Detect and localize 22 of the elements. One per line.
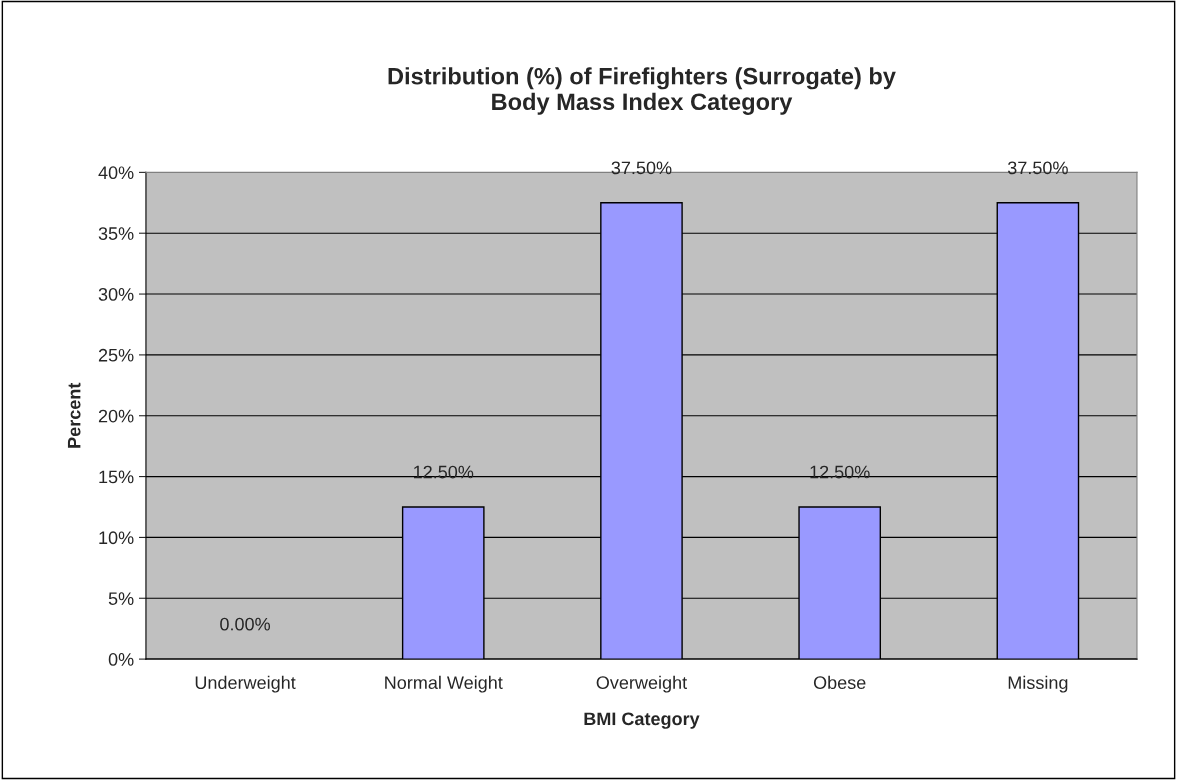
- y-axis-title: Percent: [67, 382, 81, 448]
- y-tick-label: 20%: [98, 409, 134, 423]
- x-tick-label: Obese: [813, 675, 866, 690]
- data-label: 37.50%: [1007, 161, 1068, 175]
- y-tick-label: 35%: [98, 227, 134, 240]
- y-tick-label: 5%: [108, 592, 134, 605]
- y-tick-label: 0%: [108, 653, 134, 666]
- y-tick-label: 15%: [99, 470, 134, 484]
- x-tick-label: Normal Weight: [385, 675, 503, 693]
- x-axis-title: BMI Category: [584, 712, 700, 729]
- y-tick-label: 25%: [98, 348, 134, 362]
- y-tick-label: 10%: [99, 531, 134, 545]
- data-label: 12.50%: [414, 465, 474, 479]
- data-label: 0.00%: [220, 617, 271, 631]
- chart-title: Distribution (%) of Firefighters (Surrogate) by Body Mass Index Category: [388, 67, 896, 115]
- x-tick-label: Missing: [1008, 675, 1068, 693]
- x-tick-label: Underweight: [195, 675, 296, 693]
- data-label: 37.50%: [611, 161, 672, 175]
- y-tick-label: 30%: [98, 287, 134, 301]
- y-tick-label: 40%: [98, 166, 134, 180]
- data-label: 12.50%: [810, 465, 870, 479]
- x-tick-label: Overweight: [596, 675, 687, 693]
